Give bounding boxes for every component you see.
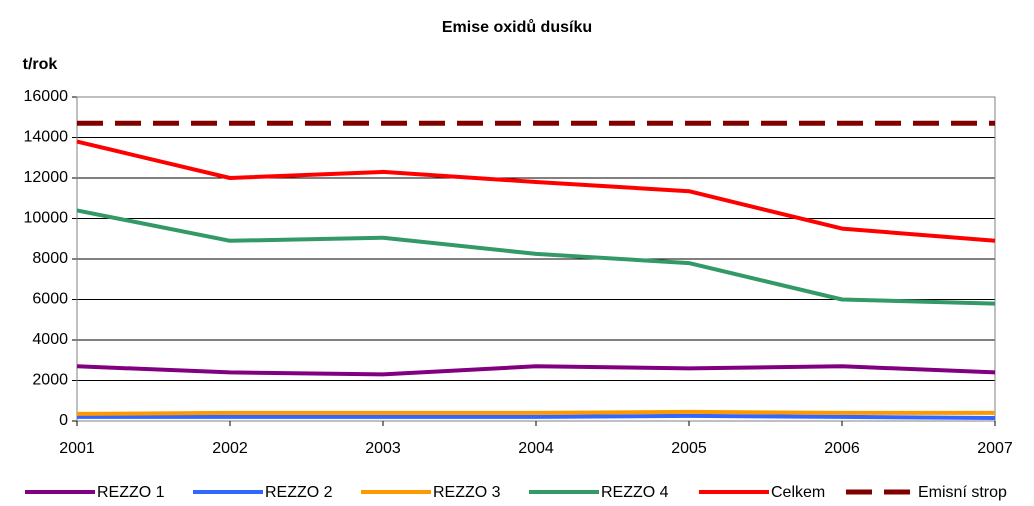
y-tick-label: 2000 <box>32 372 68 389</box>
y-tick-label: 10000 <box>24 210 69 227</box>
x-tick-label: 2003 <box>365 440 401 457</box>
x-tick-label: 2006 <box>824 440 860 457</box>
series-line <box>76 409 995 416</box>
x-tick-label: 2001 <box>59 440 95 457</box>
y-tick-label: 16000 <box>24 88 69 105</box>
x-tick-label: 2007 <box>977 440 1013 457</box>
legend-label: REZZO 2 <box>265 484 333 501</box>
legend-label: Celkem <box>771 484 825 501</box>
series-line <box>76 139 996 243</box>
chart-title: Emise oxidů dusíku <box>442 19 592 36</box>
x-tick-label: 2005 <box>671 440 707 457</box>
y-tick-label: 0 <box>59 412 68 429</box>
y-tick-label: 14000 <box>24 129 69 146</box>
legend-label: Emisní strop <box>918 484 1007 501</box>
y-tick-label: 12000 <box>24 169 69 186</box>
y-tick-label: 4000 <box>32 331 68 348</box>
x-tick-label: 2004 <box>518 440 554 457</box>
y-tick-label: 6000 <box>32 291 68 308</box>
series-line <box>77 413 996 420</box>
legend-label: REZZO 3 <box>433 484 501 501</box>
series-line <box>76 364 996 377</box>
y-tick-label: 8000 <box>32 250 68 267</box>
legend-label: REZZO 4 <box>601 484 669 501</box>
x-tick-label: 2002 <box>212 440 248 457</box>
series-line <box>76 208 996 306</box>
y-axis-label: t/rok <box>23 56 58 73</box>
legend-label: REZZO 1 <box>97 484 165 501</box>
